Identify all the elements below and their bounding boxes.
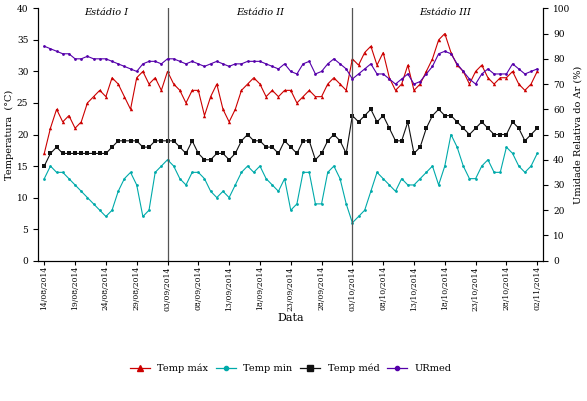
Y-axis label: Temperatura  (°C): Temperatura (°C) <box>5 89 14 180</box>
Text: Estádio III: Estádio III <box>419 8 471 17</box>
Text: Estádio II: Estádio II <box>236 8 284 17</box>
X-axis label: Data: Data <box>278 313 304 323</box>
Legend: Temp máx, Temp min, Temp méd, URmed: Temp máx, Temp min, Temp méd, URmed <box>126 360 455 377</box>
Text: Estádio I: Estádio I <box>84 8 128 17</box>
Y-axis label: Umidade Relativa do Ar (%): Umidade Relativa do Ar (%) <box>573 65 582 204</box>
